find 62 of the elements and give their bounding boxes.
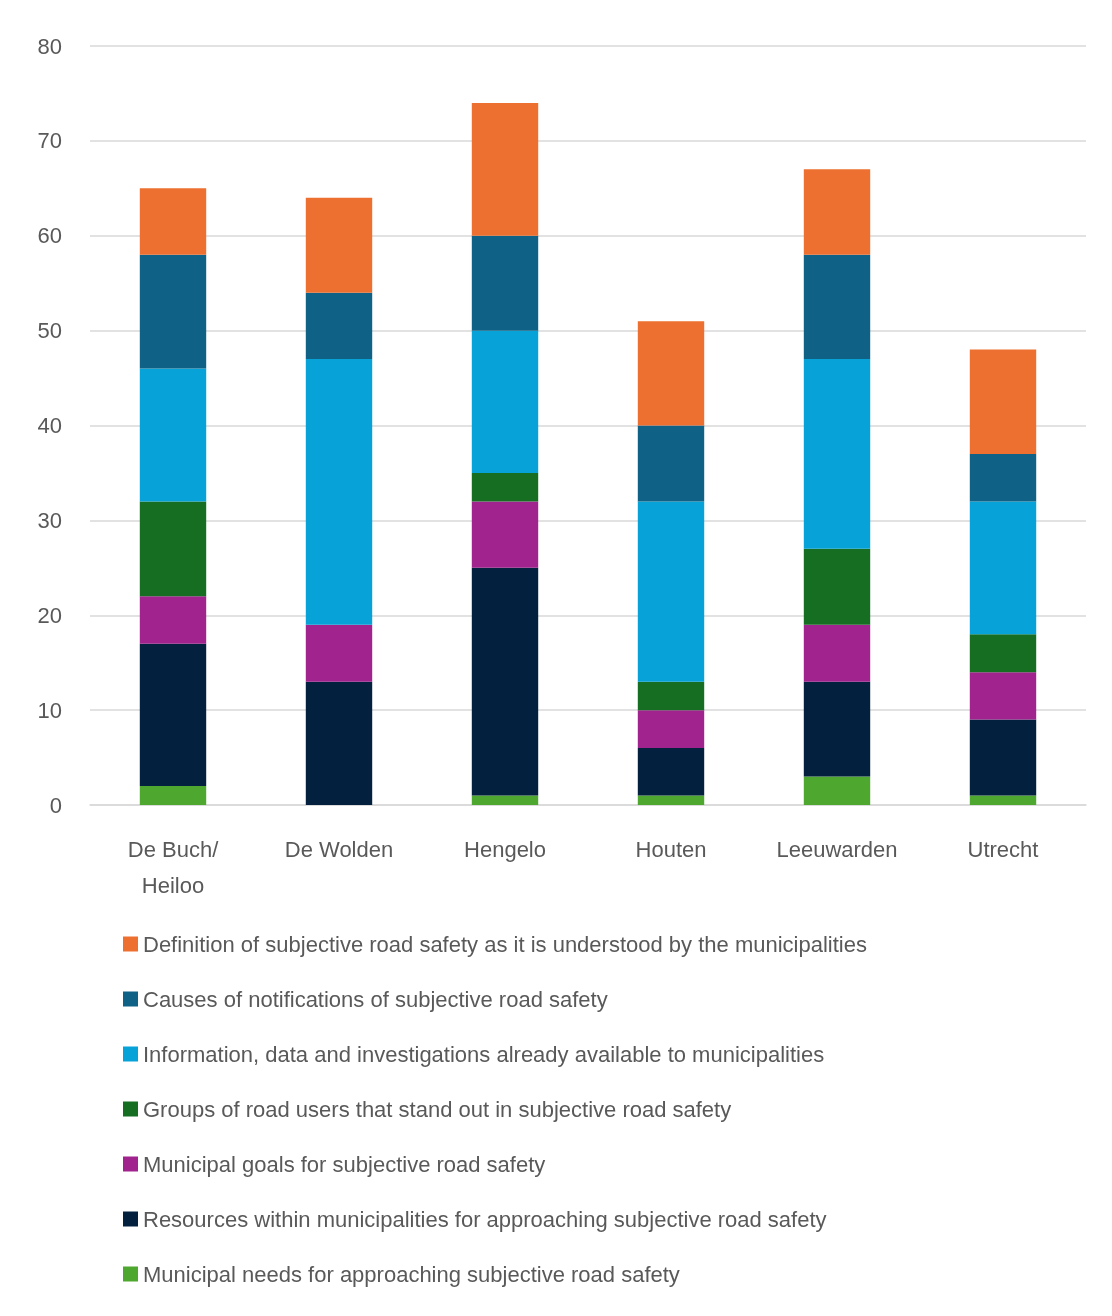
bar <box>637 681 705 711</box>
bar <box>139 368 207 502</box>
bar <box>803 254 871 360</box>
legend-label: Information, data and investigations already available to municipalities <box>143 1041 825 1067</box>
y-tick-label: 50 <box>37 318 62 344</box>
y-tick-label: 80 <box>37 33 62 59</box>
bar <box>305 681 373 805</box>
bar <box>969 349 1037 454</box>
bar <box>305 197 373 293</box>
bar <box>471 235 539 331</box>
bar <box>139 254 207 369</box>
bar <box>305 624 373 682</box>
bar <box>803 548 871 625</box>
legend-label: Definition of subjective road safety as it is understood by the municipalities <box>143 931 867 957</box>
bar <box>139 596 207 644</box>
bar <box>305 359 373 625</box>
bar <box>803 681 871 777</box>
bar <box>803 776 871 805</box>
bar <box>139 501 207 597</box>
bar <box>471 501 539 568</box>
y-tick-label: 70 <box>37 128 62 154</box>
legend-label: Resources within municipalities for approaching subjective road safety <box>143 1206 827 1232</box>
y-tick-label: 20 <box>37 602 62 628</box>
legend-label: Causes of notifications of subjective road safety <box>143 986 608 1012</box>
legend-label: Municipal needs for approaching subjective road safety <box>143 1261 680 1287</box>
y-tick-label: 10 <box>37 697 62 723</box>
bar <box>637 795 705 805</box>
bar <box>305 292 373 360</box>
bar <box>969 672 1037 720</box>
bar <box>471 330 539 473</box>
bar <box>471 795 539 805</box>
x-tick-label: Houten <box>635 836 707 862</box>
bar <box>969 795 1037 805</box>
bar <box>969 501 1037 635</box>
bar <box>969 719 1037 796</box>
bar <box>637 425 705 502</box>
x-tick-label: Hengelo <box>464 836 546 862</box>
bar <box>139 188 207 255</box>
x-tick-label: Leeuwarden <box>776 836 898 862</box>
bar <box>637 710 705 749</box>
bar <box>969 634 1037 673</box>
legend-label: Groups of road users that stand out in subjective road safety <box>143 1096 732 1122</box>
x-tick-label: De Wolden <box>284 836 394 862</box>
x-tick-label: Utrecht <box>967 836 1039 862</box>
bar <box>471 567 539 796</box>
bar <box>139 643 207 787</box>
legend-label: Municipal goals for subjective road safety <box>143 1151 546 1177</box>
y-tick-label: 30 <box>37 507 62 533</box>
bar <box>637 321 705 426</box>
bar <box>969 453 1037 502</box>
bar <box>803 169 871 255</box>
y-tick-label: 0 <box>49 792 62 818</box>
bar <box>803 624 871 682</box>
y-tick-label: 40 <box>37 413 62 438</box>
bar <box>139 786 207 805</box>
bar <box>471 472 539 502</box>
x-tick-label: De Buch/Heiloo <box>127 836 220 898</box>
bar <box>471 102 539 236</box>
bar <box>637 748 705 796</box>
bar <box>637 501 705 682</box>
y-tick-label: 60 <box>37 223 62 249</box>
bar <box>803 359 871 549</box>
